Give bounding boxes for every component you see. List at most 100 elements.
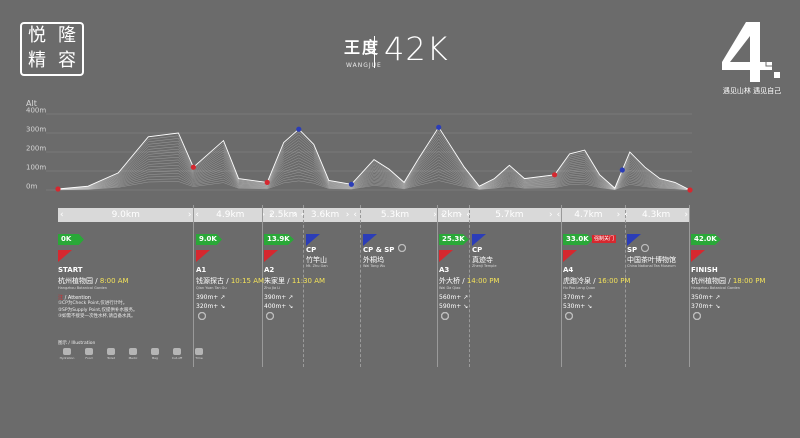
- checkpoint-sub: Hangzhou Botanical Garden: [691, 286, 740, 290]
- checkpoint-cn: 中国茶叶博物馆: [627, 256, 676, 264]
- elevation-stats: 350m+ ↗ 370m+ ↘: [691, 294, 721, 310]
- chevron-right-icon: ›: [293, 210, 297, 220]
- race-slogan: 遇见山林 遇见自己: [722, 87, 782, 95]
- medic-icon: [129, 348, 137, 355]
- logo-char: 精: [28, 50, 46, 71]
- legend-item: Hydration: [58, 348, 76, 360]
- elevation-loss: 320m+: [196, 303, 219, 310]
- chevron-left-icon: ‹: [353, 210, 358, 220]
- blue-pennant-icon: [306, 234, 320, 246]
- legend-label: Food: [85, 356, 93, 360]
- checkpoint-sub: Qian Yuan Tan Gu: [196, 286, 227, 290]
- checkpoint-code: A2: [264, 266, 275, 274]
- chevron-right-icon: ›: [345, 210, 350, 220]
- checkpoint-cn: 杭州植物园: [58, 277, 93, 285]
- elevation-ridge-line: [57, 177, 691, 191]
- chevron-right-icon: ›: [548, 210, 553, 220]
- segment-label: 2.5km: [267, 210, 300, 220]
- checkpoint-time: 16:00 PM: [597, 277, 631, 285]
- checkpoint-marker: [619, 167, 625, 173]
- checkpoint-name: 虎跑冷泉 / 16:00 PM: [563, 277, 631, 285]
- food-icon: [85, 348, 93, 355]
- chevron-right-icon: ›: [433, 210, 437, 220]
- checkpoint-cn: 朱家里: [264, 277, 285, 285]
- distance-flag: 9.0K: [196, 234, 222, 245]
- blue-pennant-icon: [363, 234, 377, 246]
- checkpoint-marker: [190, 164, 196, 170]
- segment-distance: ‹ 4.9km ›: [193, 208, 267, 222]
- legend-label: Hydration: [59, 356, 75, 360]
- distance-flag: 42.0K: [691, 234, 721, 245]
- checkpoint-code: A1: [196, 266, 207, 274]
- brand-logo: 王度: [344, 38, 381, 57]
- segment-distance: ‹ 5.7km ›: [464, 208, 554, 222]
- checkpoint-name: 杭州植物园 / 18:00 PM: [691, 277, 766, 285]
- medic-icon: [266, 312, 274, 320]
- attention-title-en: Attention: [67, 295, 91, 301]
- segment-label: 4.9km: [214, 210, 247, 220]
- y-tick-label: 400m: [26, 107, 46, 115]
- legend-label: Toilet: [107, 356, 115, 360]
- chevron-left-icon: ‹: [466, 210, 470, 220]
- elevation-gain: 390m+: [264, 294, 287, 301]
- divider-line: [303, 205, 304, 367]
- race-badge: 遇见山林 遇见自己: [716, 18, 788, 96]
- elevation-loss: 400m+: [264, 303, 287, 310]
- checkpoint-time: 14:00 PM: [466, 277, 500, 285]
- elevation-ridge-line: [57, 138, 691, 191]
- distance-flag: 25.3K: [439, 234, 469, 245]
- bag-icon: [693, 312, 701, 320]
- chevron-left-icon: ‹: [300, 210, 305, 220]
- chevron-right-icon: ›: [684, 210, 688, 220]
- elevation-chart: 400m 300m 200m 100m 0m: [26, 107, 693, 193]
- chevron-right-icon: ›: [261, 210, 266, 220]
- shuttle-icon: [441, 312, 449, 320]
- checkpoint-sub: Hu Pao Leng Quan: [563, 286, 596, 290]
- distance-flag: 13.9K: [264, 234, 294, 245]
- logo-char: 容: [58, 50, 76, 71]
- elevation-ridge-line: [57, 162, 691, 191]
- checkpoint-time: 8:00 AM: [99, 277, 129, 285]
- elevation-ridge-line: [57, 135, 691, 191]
- divider-line: [469, 205, 470, 367]
- checkpoint-name: 杭州植物园 / 8:00 AM: [58, 277, 129, 285]
- chevron-left-icon: ‹: [269, 210, 273, 220]
- legend-item: Cut-off: [168, 348, 186, 360]
- bag-icon: [151, 348, 159, 355]
- divider-line: [360, 205, 361, 367]
- y-tick-label: 0m: [26, 183, 37, 191]
- checkpoint-marker: [264, 179, 270, 185]
- legend-item: Food: [80, 348, 98, 360]
- red-pennant-icon: [264, 250, 278, 262]
- segment-label: 2km: [439, 210, 464, 220]
- chevron-left-icon: ‹: [440, 210, 445, 220]
- food-icon: [641, 244, 649, 252]
- checkpoint-sub: Hangzhou Botanical Garden: [58, 286, 107, 290]
- checkpoint-marker: [436, 124, 442, 130]
- checkpoint-name: 朱家里 / 11:30 AM: [264, 277, 326, 285]
- logo-char: 悦: [28, 25, 46, 46]
- checkpoint-code: SP: [627, 246, 638, 254]
- elevation-ridge-line: [57, 180, 691, 191]
- title-divider: [374, 36, 375, 68]
- elevation-gain: 370m+: [563, 294, 586, 301]
- chevron-left-icon: ‹: [60, 210, 64, 220]
- checkpoint-cn: 虎跑冷泉: [563, 277, 591, 285]
- checkpoint-marker: [552, 172, 558, 178]
- attention-title-cn: 注: [58, 295, 64, 301]
- checkpoint-sub: Zhu Jia Li: [264, 286, 281, 290]
- divider-line: [437, 205, 438, 367]
- event-logo: 悦 隆 精 容: [20, 22, 84, 76]
- legend-label: Time: [195, 356, 203, 360]
- checkpoint-marker: [296, 126, 302, 132]
- attention-line: ③如需不接受一次性水杯,请自备水具。: [58, 314, 136, 319]
- page-title: 42K: [384, 30, 449, 68]
- altitude-axis-label: Alt: [26, 99, 37, 108]
- checkpoint-code: CP & SP: [363, 246, 395, 254]
- segment-label: 5.3km: [378, 210, 412, 220]
- checkpoint-sub: China National Tea Museum: [627, 264, 676, 268]
- checkpoint-cn: 外大桥: [439, 277, 460, 285]
- segment-label: 9.0km: [109, 210, 142, 220]
- elevation-loss: 590m+: [439, 303, 462, 310]
- divider-line: [625, 205, 626, 367]
